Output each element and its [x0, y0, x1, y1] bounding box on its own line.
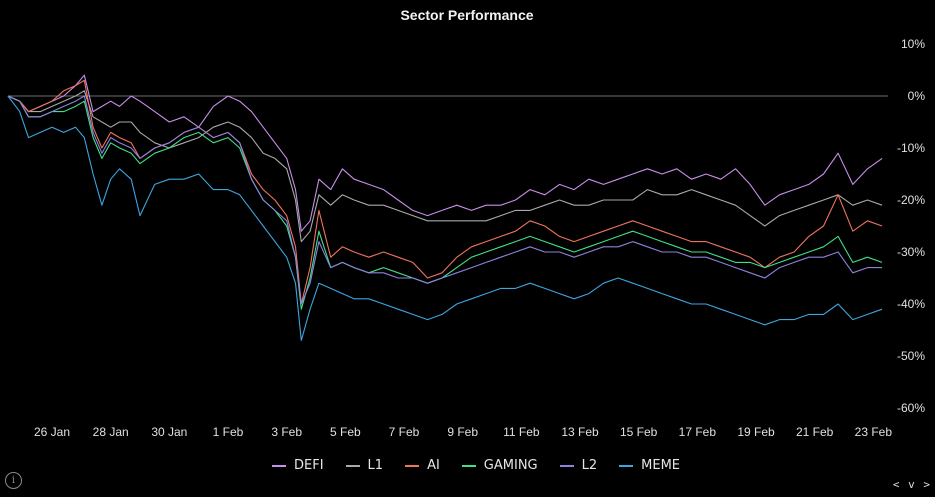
x-tick-label: 13 Feb — [561, 425, 599, 439]
x-tick-label: 26 Jan — [34, 425, 70, 439]
legend-swatch — [461, 464, 476, 467]
series-line-ai[interactable] — [7, 79, 883, 305]
y-tick-label: -50% — [897, 349, 925, 363]
y-tick-label: -30% — [897, 245, 925, 259]
series-line-l2[interactable] — [7, 95, 883, 305]
chart-legend: DEFI L1 AI GAMING L2 MEME — [272, 458, 680, 473]
legend-item-ai[interactable]: AI — [405, 458, 440, 473]
x-tick-label: 17 Feb — [679, 425, 717, 439]
legend-label: MEME — [641, 458, 681, 473]
series-line-meme[interactable] — [7, 95, 883, 341]
legend-item-l1[interactable]: L1 — [345, 458, 384, 473]
legend-swatch — [345, 464, 360, 467]
x-tick-label: 1 Feb — [213, 425, 244, 439]
y-tick-label: 10% — [901, 37, 925, 51]
y-axis: 10% 0% -10% -20% -30% -40% -50% -60% — [897, 37, 925, 415]
legend-item-l2[interactable]: L2 — [559, 458, 598, 473]
y-tick-label: 0% — [908, 89, 926, 103]
legend-swatch — [272, 464, 286, 467]
y-tick-label: -20% — [897, 193, 925, 207]
chart-navigation: < v > — [893, 478, 931, 491]
y-tick-label: -10% — [897, 141, 925, 155]
legend-item-defi[interactable]: DEFI — [272, 458, 324, 473]
x-tick-label: 3 Feb — [271, 425, 302, 439]
series-line-defi[interactable] — [7, 74, 883, 232]
nav-down-button[interactable]: v — [908, 478, 916, 491]
chart-title: Sector Performance — [400, 7, 533, 23]
legend-label: L1 — [367, 458, 384, 473]
x-axis: 26 Jan 28 Jan 30 Jan 1 Feb 3 Feb 5 Feb 7 Feb 9 … — [34, 425, 892, 439]
x-tick-label: 30 Jan — [151, 425, 187, 439]
x-tick-label: 7 Feb — [389, 425, 420, 439]
info-icon[interactable]: i — [5, 472, 22, 489]
legend-label: DEFI — [294, 458, 324, 473]
nav-prev-button[interactable]: < — [892, 478, 901, 491]
x-tick-label: 28 Jan — [93, 425, 129, 439]
legend-item-gaming[interactable]: GAMING — [461, 458, 538, 473]
x-tick-label: 15 Feb — [620, 425, 658, 439]
x-tick-label: 5 Feb — [330, 425, 361, 439]
series-line-gaming[interactable] — [7, 95, 883, 310]
legend-item-meme[interactable]: MEME — [619, 458, 680, 473]
legend-swatch — [559, 464, 574, 467]
x-tick-label: 9 Feb — [447, 425, 478, 439]
x-tick-label: 21 Feb — [796, 425, 834, 439]
legend-swatch — [405, 464, 420, 467]
legend-label: GAMING — [483, 458, 538, 473]
legend-swatch — [619, 464, 634, 467]
series-line-l1[interactable] — [7, 90, 883, 243]
y-tick-label: -40% — [897, 297, 925, 311]
legend-label: AI — [427, 458, 440, 473]
legend-label: L2 — [581, 458, 598, 473]
x-tick-label: 23 Feb — [855, 425, 893, 439]
x-tick-label: 11 Feb — [503, 425, 540, 439]
series-lines — [7, 74, 883, 341]
x-tick-label: 19 Feb — [737, 425, 775, 439]
y-tick-label: -60% — [897, 401, 925, 415]
nav-next-button[interactable]: > — [923, 478, 931, 491]
